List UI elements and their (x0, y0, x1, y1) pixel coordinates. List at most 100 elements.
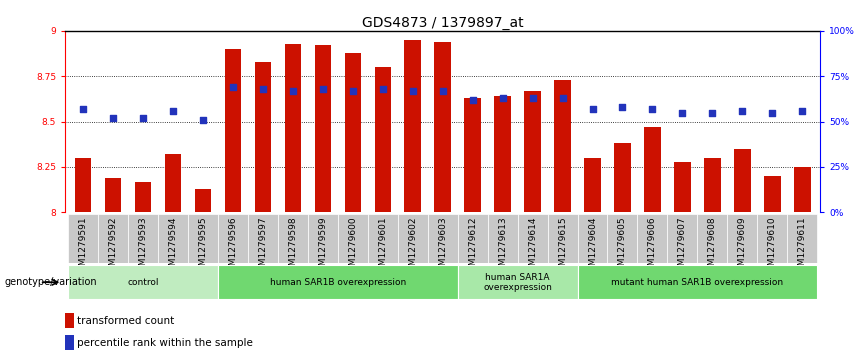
Bar (577, 214, 608, 263)
Bar (68, 265, 218, 299)
Text: GSM1279595: GSM1279595 (199, 217, 207, 277)
Bar (457, 265, 577, 299)
Bar (608, 214, 637, 263)
Text: mutant human SAR1B overexpression: mutant human SAR1B overexpression (611, 278, 784, 287)
Point (646, 106, 660, 112)
Bar (697, 214, 727, 263)
Bar (637, 214, 667, 263)
Text: GSM1279596: GSM1279596 (228, 217, 238, 277)
Text: GSM1279611: GSM1279611 (798, 217, 806, 277)
Text: GSM1279597: GSM1279597 (259, 217, 267, 277)
Text: control: control (128, 278, 159, 287)
Bar (764, 176, 780, 212)
Point (615, 104, 629, 110)
Bar (225, 49, 241, 212)
Bar (285, 44, 301, 212)
Bar (374, 67, 391, 212)
Bar (128, 214, 158, 263)
Bar (704, 158, 720, 212)
Text: GSM1279594: GSM1279594 (168, 217, 177, 277)
Bar (158, 214, 188, 263)
Text: human SAR1B overexpression: human SAR1B overexpression (270, 278, 406, 287)
Point (526, 95, 540, 101)
Bar (65, 335, 74, 350)
Bar (757, 214, 787, 263)
Text: GSM1279613: GSM1279613 (498, 217, 507, 277)
Point (496, 95, 510, 101)
Bar (727, 214, 757, 263)
Bar (338, 214, 368, 263)
Bar (428, 214, 457, 263)
Bar (548, 214, 577, 263)
Bar (674, 162, 691, 212)
Bar (555, 80, 571, 212)
Text: GSM1279604: GSM1279604 (588, 217, 597, 277)
Bar (734, 149, 751, 212)
Bar (65, 313, 74, 328)
Bar (517, 214, 548, 263)
Text: percentile rank within the sample: percentile rank within the sample (76, 338, 253, 347)
Text: GSM1279600: GSM1279600 (348, 217, 358, 277)
Text: GSM1279608: GSM1279608 (708, 217, 717, 277)
Text: GSM1279591: GSM1279591 (79, 217, 88, 277)
Bar (135, 182, 151, 212)
Text: GSM1279599: GSM1279599 (319, 217, 327, 277)
Bar (165, 154, 181, 212)
Text: GSM1279602: GSM1279602 (408, 217, 418, 277)
Bar (218, 214, 248, 263)
Bar (345, 53, 361, 212)
Bar (368, 214, 398, 263)
Bar (524, 91, 541, 212)
Bar (105, 178, 122, 212)
Point (766, 110, 779, 115)
Text: GSM1279603: GSM1279603 (438, 217, 447, 277)
Bar (398, 214, 428, 263)
Text: GSM1279612: GSM1279612 (468, 217, 477, 277)
Point (556, 95, 569, 101)
Bar (495, 96, 511, 212)
Bar (435, 42, 450, 212)
Bar (787, 214, 818, 263)
Bar (488, 214, 517, 263)
Point (76, 106, 90, 112)
Point (256, 86, 270, 92)
Text: GSM1279592: GSM1279592 (108, 217, 117, 277)
Point (345, 88, 359, 94)
Text: genotype/variation: genotype/variation (4, 277, 97, 287)
Bar (667, 214, 697, 263)
Point (316, 86, 330, 92)
Bar (464, 98, 481, 212)
Point (795, 108, 809, 114)
Point (376, 86, 390, 92)
Bar (75, 158, 91, 212)
Text: GSM1279598: GSM1279598 (288, 217, 298, 277)
Bar (644, 127, 661, 212)
Text: GSM1279614: GSM1279614 (528, 217, 537, 277)
Text: GSM1279606: GSM1279606 (648, 217, 657, 277)
Bar (68, 214, 98, 263)
Point (286, 88, 299, 94)
Point (405, 88, 419, 94)
Bar (794, 167, 811, 212)
Point (586, 106, 600, 112)
Text: GSM1279601: GSM1279601 (378, 217, 387, 277)
Bar (194, 189, 211, 212)
Point (196, 117, 210, 123)
Text: human SAR1A
overexpression: human SAR1A overexpression (483, 273, 552, 292)
Point (106, 115, 120, 121)
Text: GSM1279593: GSM1279593 (139, 217, 148, 277)
Bar (404, 40, 421, 212)
Bar (577, 265, 818, 299)
Bar (457, 214, 488, 263)
Point (466, 97, 480, 103)
Bar (254, 62, 271, 212)
Point (436, 88, 450, 94)
Bar (584, 158, 601, 212)
Bar (615, 143, 631, 212)
Point (166, 108, 180, 114)
Bar (188, 214, 218, 263)
Bar (308, 214, 338, 263)
Bar (218, 265, 457, 299)
Text: GSM1279607: GSM1279607 (678, 217, 687, 277)
Bar (314, 45, 331, 212)
